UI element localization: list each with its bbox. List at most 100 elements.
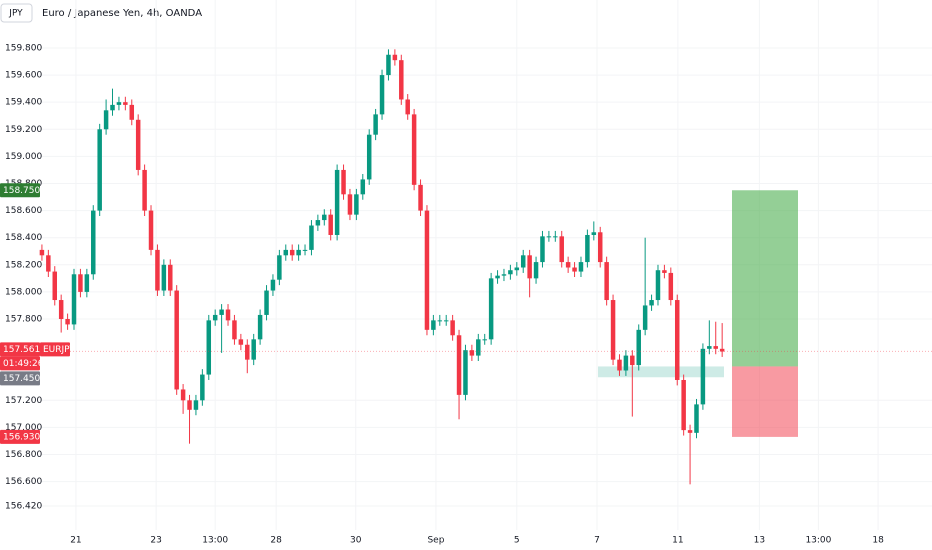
candle-body bbox=[443, 320, 449, 322]
candle-body bbox=[533, 262, 539, 279]
candle-body bbox=[277, 255, 282, 280]
last-price-label: 157.561 bbox=[3, 345, 40, 355]
x-tick-label: 21 bbox=[70, 536, 81, 546]
candle-body bbox=[623, 355, 629, 371]
candle-body bbox=[366, 134, 372, 180]
candle-body bbox=[463, 350, 468, 395]
stop-label: 156.930 bbox=[3, 432, 40, 442]
candle-body bbox=[289, 249, 295, 256]
candle-body bbox=[232, 320, 237, 340]
candle-body bbox=[668, 272, 674, 301]
profit-zone bbox=[732, 190, 798, 367]
candle-body bbox=[123, 102, 128, 105]
candle-body bbox=[97, 129, 102, 211]
y-tick-label: 157.200 bbox=[5, 396, 42, 406]
candle-body bbox=[399, 60, 404, 100]
y-tick-label: 159.600 bbox=[5, 71, 42, 81]
candle-body bbox=[565, 262, 571, 268]
candle-body bbox=[206, 320, 212, 375]
candle-body bbox=[495, 275, 500, 279]
candle-body bbox=[418, 184, 423, 211]
candle-body bbox=[174, 290, 179, 390]
candle-body bbox=[681, 379, 686, 431]
currency-box[interactable] bbox=[0, 3, 33, 23]
candle-body bbox=[251, 339, 256, 360]
candle-body bbox=[559, 236, 564, 263]
candle-body bbox=[148, 210, 154, 250]
target-label-box bbox=[0, 183, 40, 198]
candle-body bbox=[225, 309, 231, 321]
candle-body bbox=[200, 374, 205, 401]
candle-body bbox=[655, 270, 661, 301]
candle-body bbox=[411, 114, 417, 185]
stop-label-box bbox=[0, 429, 40, 444]
candle-body bbox=[482, 339, 487, 341]
candle-body bbox=[341, 169, 346, 195]
candle-body bbox=[91, 210, 96, 275]
candle-body bbox=[187, 400, 192, 410]
candle-body bbox=[84, 274, 90, 292]
candle-body bbox=[553, 236, 558, 238]
last-price-label-box bbox=[0, 342, 40, 357]
y-tick-label: 159.000 bbox=[5, 152, 42, 162]
candle-body bbox=[347, 194, 353, 215]
y-tick-label: 156.420 bbox=[5, 502, 42, 512]
candle-body bbox=[719, 348, 725, 352]
candle-body bbox=[450, 320, 455, 336]
candle-body bbox=[431, 320, 436, 330]
candle-body bbox=[662, 270, 667, 273]
candle-body bbox=[302, 249, 308, 251]
candle-body bbox=[257, 314, 263, 340]
support-zone bbox=[598, 366, 724, 378]
candle-body bbox=[694, 404, 699, 433]
candle-body bbox=[135, 119, 141, 170]
candle-body bbox=[642, 305, 648, 330]
candle-body bbox=[713, 346, 718, 349]
candle-body bbox=[71, 274, 77, 325]
candle-body bbox=[129, 104, 135, 120]
y-tick-label: 158.400 bbox=[5, 233, 42, 243]
x-tick-label: 11 bbox=[672, 536, 683, 546]
y-tick-label: 157.800 bbox=[5, 315, 42, 325]
candle-body bbox=[270, 279, 276, 291]
candle-body bbox=[180, 389, 186, 401]
candle-body bbox=[585, 234, 590, 263]
candle-body bbox=[328, 214, 333, 235]
candle-body bbox=[540, 236, 545, 263]
countdown: 01:49:26 bbox=[3, 359, 44, 369]
y-tick-label: 159.400 bbox=[5, 98, 42, 108]
candle-body bbox=[649, 300, 654, 306]
candle-body bbox=[456, 335, 462, 395]
candle-body bbox=[514, 267, 520, 271]
loss-zone bbox=[732, 366, 798, 437]
symbol-label-box bbox=[40, 342, 70, 357]
candle-body bbox=[283, 249, 289, 256]
candle-body bbox=[373, 114, 378, 135]
candle-body bbox=[296, 249, 301, 256]
y-tick-label: 158.600 bbox=[5, 206, 42, 216]
entry-label-box bbox=[0, 371, 40, 386]
candle-body bbox=[597, 232, 603, 263]
y-tick-label: 158.200 bbox=[5, 260, 42, 270]
y-tick-label: 159.200 bbox=[5, 125, 42, 135]
candle-body bbox=[604, 262, 609, 301]
x-tick-label: 23 bbox=[150, 536, 161, 546]
candle-body bbox=[405, 99, 410, 115]
candle-body bbox=[46, 255, 51, 272]
candle-body bbox=[39, 249, 45, 256]
candle-body bbox=[142, 169, 147, 211]
candle-body bbox=[488, 278, 494, 340]
candle-body bbox=[591, 232, 597, 235]
countdown-box bbox=[0, 356, 40, 371]
candle-body bbox=[687, 430, 693, 433]
candle-body bbox=[636, 329, 641, 366]
candle-body bbox=[116, 102, 122, 105]
target-label: 158.750 bbox=[3, 186, 40, 196]
candle-body bbox=[193, 400, 199, 410]
candle-body bbox=[161, 264, 167, 291]
candle-body bbox=[546, 236, 552, 238]
x-tick-label: 13:00 bbox=[202, 536, 228, 546]
candle-body bbox=[315, 220, 321, 226]
candle-body bbox=[322, 214, 327, 221]
